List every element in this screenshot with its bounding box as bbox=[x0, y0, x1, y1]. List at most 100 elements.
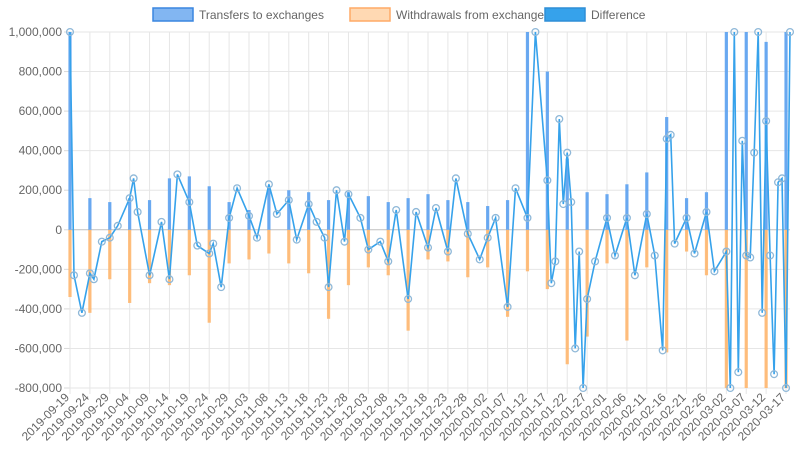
transfers-bar bbox=[346, 192, 351, 230]
transfers-bar bbox=[446, 200, 450, 230]
difference-point bbox=[356, 213, 365, 222]
difference-point bbox=[563, 148, 572, 157]
difference-point bbox=[543, 176, 552, 185]
legend-label: Withdrawals from exchanges bbox=[396, 8, 550, 22]
difference-point bbox=[225, 213, 234, 222]
legend-swatch bbox=[152, 7, 194, 22]
difference-point bbox=[264, 180, 273, 189]
transfers-bar bbox=[525, 32, 530, 230]
withdrawals-bar bbox=[466, 229, 470, 278]
transfers-bar bbox=[625, 184, 629, 230]
withdrawals-bar bbox=[108, 229, 112, 280]
transfers-bar bbox=[426, 194, 430, 230]
difference-point bbox=[320, 233, 329, 242]
difference-point bbox=[555, 114, 564, 124]
transfers-bar bbox=[108, 202, 112, 230]
difference-point bbox=[97, 237, 106, 246]
withdrawals-bar bbox=[147, 229, 152, 284]
y-tick-label: -800,000 bbox=[15, 381, 63, 395]
difference-point bbox=[785, 27, 795, 37]
withdrawals-bar bbox=[346, 229, 351, 286]
transfers-bar bbox=[486, 206, 490, 230]
difference-point bbox=[272, 209, 281, 219]
difference-point bbox=[205, 249, 214, 258]
legend-label: Difference bbox=[591, 8, 646, 22]
difference-point bbox=[531, 27, 540, 37]
withdrawals-bar bbox=[88, 229, 92, 313]
difference-point bbox=[193, 241, 202, 250]
difference-point bbox=[65, 27, 75, 37]
difference-point bbox=[85, 269, 94, 278]
difference-point bbox=[252, 233, 262, 242]
withdrawals-bar bbox=[247, 229, 251, 260]
y-tick-label: 200,000 bbox=[19, 183, 63, 197]
withdrawals-bar bbox=[684, 229, 689, 252]
y-tick-label: 400,000 bbox=[19, 144, 63, 158]
transfers-bar bbox=[128, 198, 132, 230]
difference-point bbox=[726, 383, 735, 393]
withdrawals-bar bbox=[545, 229, 549, 290]
withdrawals-bar bbox=[326, 229, 331, 319]
difference-line bbox=[69, 31, 791, 389]
difference-point bbox=[781, 383, 791, 393]
withdrawals-bar bbox=[406, 229, 410, 331]
withdrawals-bar bbox=[227, 229, 231, 264]
difference-point bbox=[475, 255, 484, 264]
transfers-bar bbox=[645, 172, 649, 230]
difference-point bbox=[392, 205, 401, 215]
y-tick-label: 1,000,000 bbox=[9, 25, 63, 39]
difference-point bbox=[463, 229, 472, 238]
legend-item: Withdrawals from exchanges bbox=[349, 7, 550, 22]
difference-point bbox=[364, 245, 373, 254]
withdrawals-bar bbox=[565, 229, 569, 365]
difference-point bbox=[89, 275, 98, 284]
y-tick-label: 800,000 bbox=[19, 65, 63, 79]
withdrawals-bar bbox=[307, 229, 311, 274]
withdrawals-bar bbox=[187, 229, 191, 276]
transfers-bar bbox=[366, 196, 370, 230]
withdrawals-bar bbox=[724, 229, 728, 388]
difference-point bbox=[750, 148, 759, 157]
legend-label: Transfers to exchanges bbox=[199, 8, 324, 22]
transfers-bar bbox=[784, 32, 788, 230]
difference-point bbox=[758, 308, 767, 317]
y-tick-label: -400,000 bbox=[15, 302, 63, 316]
transfers-bar bbox=[68, 32, 72, 230]
y-axis: -800,000 -600,000 -400,000 -200,000 0 200,000… bbox=[9, 25, 63, 395]
difference-point bbox=[209, 239, 218, 248]
difference-point bbox=[503, 302, 512, 311]
difference-point bbox=[340, 237, 349, 246]
difference-point bbox=[610, 251, 620, 260]
difference-point bbox=[690, 249, 699, 258]
difference-point bbox=[591, 257, 600, 266]
difference-point bbox=[602, 213, 612, 222]
withdrawals-bar bbox=[605, 229, 609, 264]
transfers-bar bbox=[326, 200, 331, 230]
difference-point bbox=[650, 251, 659, 260]
difference-point bbox=[443, 247, 452, 256]
y-tick-label: -200,000 bbox=[15, 262, 63, 276]
withdrawals-bar bbox=[704, 229, 709, 276]
withdrawals-bar bbox=[625, 229, 629, 341]
difference-point bbox=[376, 237, 385, 246]
transfers-bar bbox=[386, 202, 390, 230]
legend-swatch bbox=[544, 7, 586, 22]
withdrawals-bar bbox=[525, 229, 530, 272]
difference-point bbox=[69, 271, 79, 280]
chart-legend: Transfers to exchanges Withdrawals from e… bbox=[152, 7, 646, 22]
difference-point bbox=[384, 257, 393, 266]
difference-point bbox=[105, 233, 114, 242]
difference-point bbox=[551, 257, 560, 266]
withdrawals-bar bbox=[784, 229, 788, 388]
difference-point bbox=[575, 247, 584, 256]
difference-point bbox=[133, 207, 142, 217]
y-tick-label: -600,000 bbox=[15, 341, 63, 355]
difference-point bbox=[451, 174, 460, 183]
transfers-bar bbox=[744, 32, 748, 230]
withdrawals-bar bbox=[665, 229, 669, 353]
transfers-bar bbox=[287, 190, 291, 230]
difference-point bbox=[145, 271, 154, 280]
legend-swatch bbox=[349, 7, 391, 22]
difference-point bbox=[157, 217, 166, 226]
